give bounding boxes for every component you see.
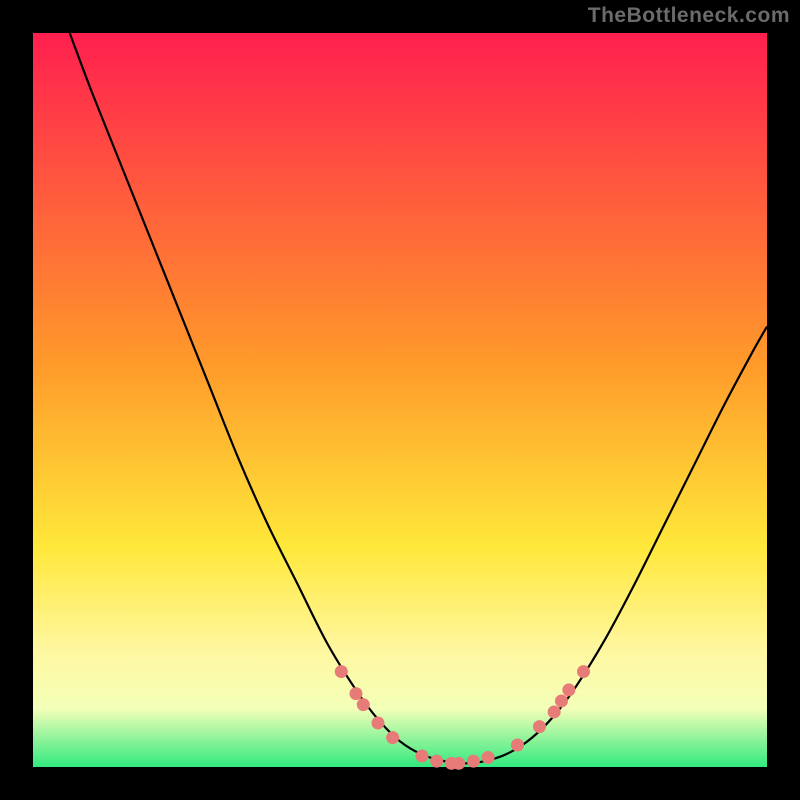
curve-marker — [482, 751, 495, 764]
curve-marker — [452, 757, 465, 770]
curve-marker — [371, 716, 384, 729]
plot-area — [33, 33, 767, 767]
curve-marker — [416, 749, 429, 762]
curve-markers — [335, 665, 590, 770]
curve-marker — [533, 720, 546, 733]
curve-marker — [562, 683, 575, 696]
curve-marker — [511, 738, 524, 751]
curve-marker — [577, 665, 590, 678]
bottleneck-curve-svg — [33, 33, 767, 767]
bottleneck-curve-path — [70, 33, 767, 763]
watermark-text: TheBottleneck.com — [588, 4, 790, 28]
curve-marker — [349, 687, 362, 700]
curve-marker — [335, 665, 348, 678]
curve-marker — [430, 755, 443, 768]
curve-marker — [386, 731, 399, 744]
curve-marker — [467, 755, 480, 768]
chart-container: TheBottleneck.com — [0, 0, 800, 800]
curve-marker — [555, 694, 568, 707]
curve-marker — [548, 705, 561, 718]
curve-marker — [357, 698, 370, 711]
